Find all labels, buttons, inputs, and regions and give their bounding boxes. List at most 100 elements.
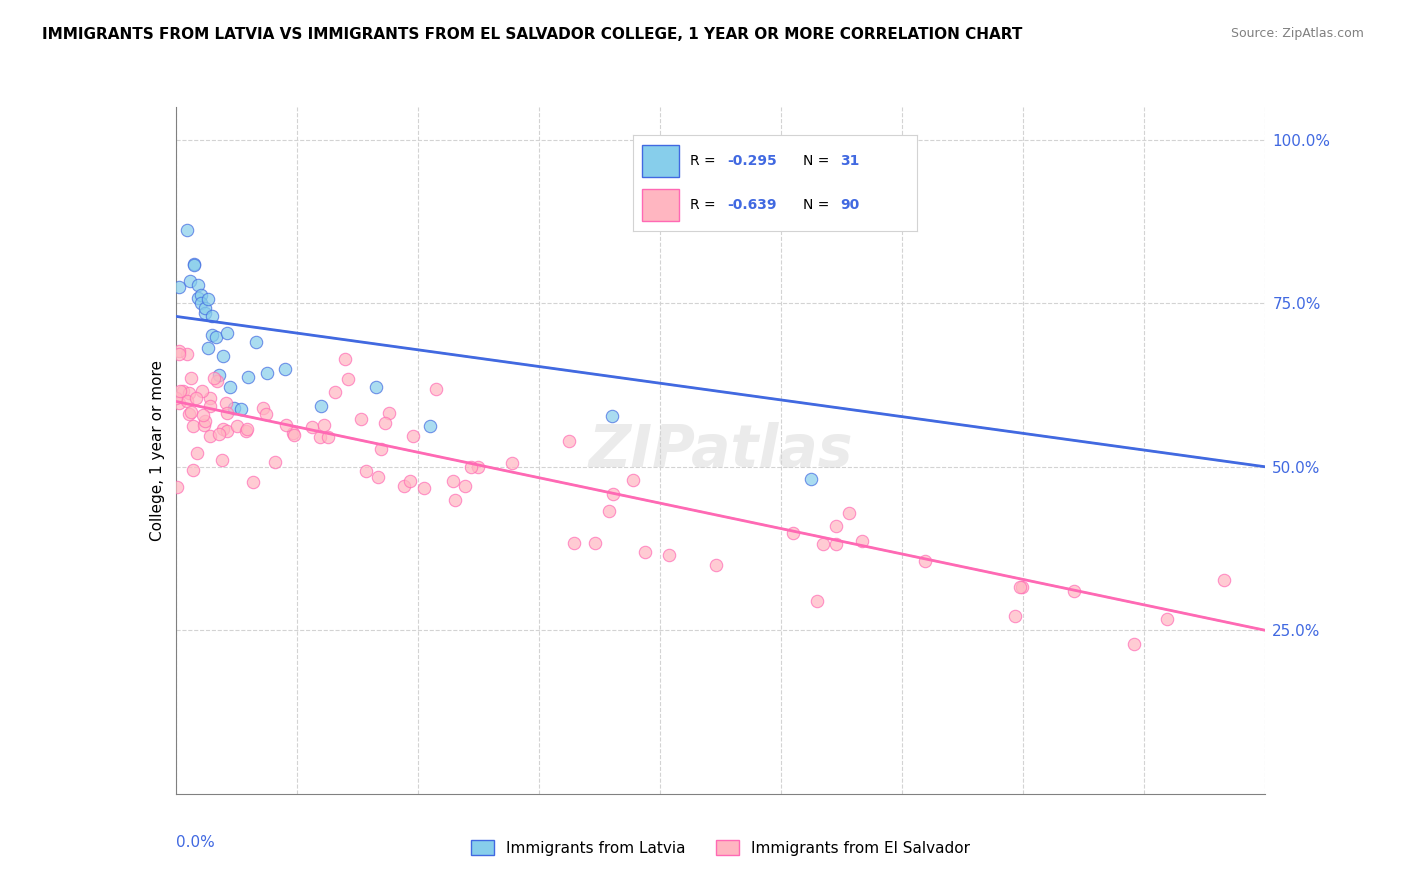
Point	[183, 463, 205, 477]
Point	[194, 301, 217, 315]
Point	[441, 475, 464, 489]
Point	[201, 309, 224, 323]
Point	[201, 327, 224, 342]
Point	[354, 464, 377, 478]
Point	[1122, 637, 1144, 651]
Point	[172, 384, 194, 398]
Text: ZIPatlas: ZIPatlas	[588, 422, 853, 479]
Point	[176, 346, 198, 360]
Point	[333, 352, 356, 367]
Point	[198, 399, 221, 413]
Point	[367, 470, 389, 484]
Point	[914, 554, 936, 568]
Point	[256, 366, 278, 380]
Point	[190, 384, 212, 398]
Text: IMMIGRANTS FROM LATVIA VS IMMIGRANTS FROM EL SALVADOR COLLEGE, 1 YEAR OR MORE CO: IMMIGRANTS FROM LATVIA VS IMMIGRANTS FRO…	[42, 27, 1022, 42]
Point	[254, 407, 277, 421]
Point	[193, 409, 215, 423]
Point	[207, 374, 229, 388]
Point	[197, 342, 219, 356]
Point	[183, 258, 205, 272]
Point	[1010, 580, 1032, 594]
Point	[658, 548, 681, 562]
Point	[176, 223, 198, 237]
Point	[378, 406, 401, 420]
Point	[167, 396, 190, 410]
Point	[235, 422, 257, 436]
Point	[402, 429, 425, 443]
Point	[215, 326, 238, 340]
Point	[235, 424, 257, 438]
Point	[181, 419, 204, 434]
Point	[399, 474, 422, 488]
Point	[838, 506, 860, 520]
Point	[374, 417, 396, 431]
Point	[211, 421, 233, 435]
Point	[222, 401, 245, 415]
Point	[165, 392, 187, 406]
Point	[215, 406, 238, 420]
Point	[364, 380, 387, 394]
Point	[370, 442, 392, 456]
Point	[444, 493, 467, 508]
Point	[813, 536, 835, 550]
Point	[177, 407, 200, 421]
Point	[186, 291, 209, 305]
Point	[167, 347, 190, 361]
Point	[166, 480, 188, 494]
Point	[557, 434, 579, 448]
Point	[176, 394, 198, 409]
Point	[180, 405, 202, 419]
Point	[413, 481, 436, 495]
Point	[242, 475, 264, 489]
Point	[309, 399, 332, 413]
Point	[602, 487, 624, 501]
Point	[211, 453, 233, 467]
Point	[634, 545, 657, 559]
Point	[225, 419, 247, 434]
Point	[179, 274, 201, 288]
Point	[312, 418, 335, 433]
Point	[194, 306, 217, 320]
Point	[336, 372, 359, 386]
Point	[825, 518, 848, 533]
Point	[301, 420, 323, 434]
Point	[194, 414, 217, 428]
Point	[800, 472, 823, 486]
Point	[274, 361, 297, 376]
Point	[283, 427, 305, 442]
Text: 0.0%: 0.0%	[176, 835, 215, 850]
Point	[202, 371, 225, 385]
Point	[204, 330, 226, 344]
Point	[183, 257, 205, 271]
Point	[419, 419, 441, 434]
Point	[281, 426, 304, 441]
Point	[583, 536, 606, 550]
Point	[197, 293, 219, 307]
Point	[217, 424, 239, 438]
Point	[212, 349, 235, 363]
Point	[621, 474, 644, 488]
Point	[309, 430, 332, 444]
Point	[219, 379, 242, 393]
Point	[316, 430, 339, 444]
Point	[704, 558, 727, 573]
Point	[598, 504, 620, 518]
Point	[186, 277, 209, 292]
Point	[600, 409, 623, 423]
Point	[208, 427, 231, 442]
Point	[1004, 608, 1026, 623]
Point	[1011, 580, 1033, 594]
Legend: Immigrants from Latvia, Immigrants from El Salvador: Immigrants from Latvia, Immigrants from …	[465, 834, 976, 862]
Point	[190, 296, 212, 310]
Point	[1156, 611, 1178, 625]
Point	[198, 392, 221, 406]
Point	[274, 417, 297, 432]
Point	[238, 369, 260, 384]
Point	[467, 460, 489, 475]
Point	[1063, 584, 1085, 599]
Point	[167, 343, 190, 358]
Point	[190, 287, 212, 301]
Point	[824, 537, 846, 551]
Point	[193, 417, 215, 432]
